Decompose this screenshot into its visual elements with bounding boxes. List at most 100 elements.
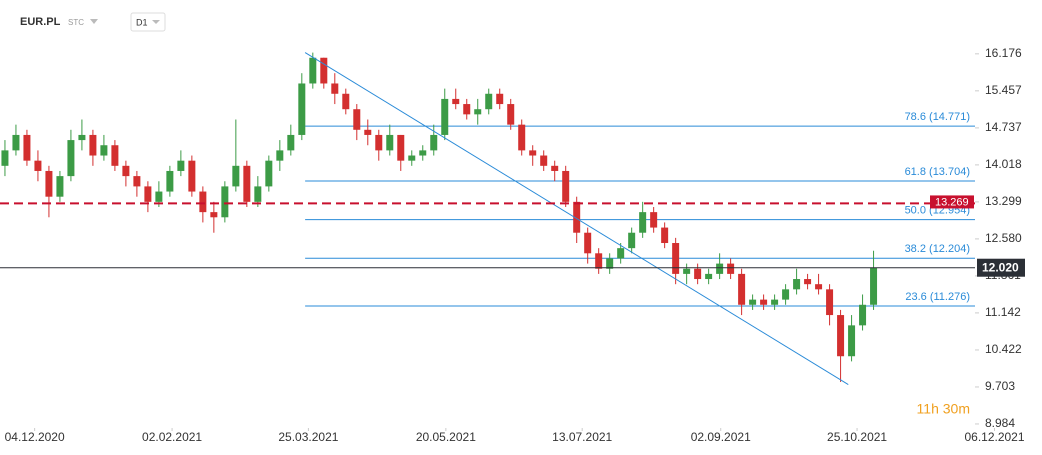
x-tick-label: 02.09.2021	[691, 430, 751, 444]
candle-body	[144, 186, 152, 202]
candle-body	[848, 325, 856, 357]
candle-body	[12, 134, 20, 151]
candle-body	[199, 191, 207, 213]
candle-body	[386, 134, 394, 151]
candle-body	[551, 165, 559, 171]
candle-body	[254, 186, 262, 202]
candle-body	[705, 273, 713, 280]
candle-body	[320, 57, 328, 84]
y-tick-label: 15.457	[985, 83, 1022, 97]
y-tick-label: 13.299	[985, 194, 1022, 208]
fib-label: 78.6 (14.771)	[905, 111, 970, 123]
candle-body	[584, 232, 592, 254]
candle-body	[507, 104, 515, 125]
candle-body	[287, 134, 295, 151]
candle-body	[353, 109, 361, 130]
candle-body	[782, 289, 790, 300]
candle-body	[408, 155, 416, 161]
candle-body	[331, 83, 339, 94]
y-tick-label: 10.422	[985, 342, 1022, 356]
y-tick-label: 14.018	[985, 157, 1022, 171]
y-tick-label: 12.580	[985, 231, 1022, 245]
trendline	[304, 52, 849, 385]
market: STC	[68, 18, 84, 27]
overlay: 8.9849.70310.42211.14211.86112.58013.299…	[5, 46, 1025, 444]
countdown: 11h 30m	[917, 401, 970, 417]
candle-body	[573, 201, 581, 233]
candle-body	[617, 248, 625, 259]
candle-body	[496, 93, 504, 105]
candle-body	[837, 315, 845, 357]
candle-body	[826, 289, 834, 316]
candle-body	[221, 186, 229, 218]
x-tick-label: 04.12.2020	[5, 430, 65, 444]
candle-body	[529, 150, 537, 156]
candle-body	[430, 134, 438, 151]
price-label-box	[977, 258, 1025, 277]
candle-body	[298, 83, 306, 135]
y-tick-label: 8.984	[985, 416, 1015, 430]
dropdown-caret[interactable]	[90, 19, 98, 24]
candle-body	[771, 299, 779, 305]
candle-body	[188, 160, 196, 192]
candle-body	[562, 170, 570, 202]
candle-body	[859, 304, 867, 326]
candle-body	[727, 263, 735, 274]
fib-label: 61.8 (13.704)	[905, 166, 970, 178]
fib-label: 23.6 (11.276)	[905, 291, 970, 303]
candle-body	[100, 145, 108, 156]
x-tick-label: 25.03.2021	[278, 430, 338, 444]
x-tick-label: 06.12.2021	[964, 430, 1024, 444]
candle-body	[419, 150, 427, 156]
interval: D1	[136, 17, 148, 27]
price-label-box	[930, 195, 974, 209]
candle-body	[518, 124, 526, 151]
candle-body	[606, 258, 614, 269]
candle-body	[67, 140, 75, 177]
candle-body	[45, 170, 53, 197]
candle-body	[89, 134, 97, 156]
symbol: EUR.PL	[20, 16, 61, 28]
candle-body	[694, 268, 702, 280]
y-tick-label: 14.737	[985, 120, 1022, 134]
candle-body	[870, 267, 878, 305]
candle-body	[133, 176, 141, 187]
candle-body	[342, 93, 350, 110]
fib-label: 38.2 (12.204)	[905, 243, 970, 255]
candle-body	[650, 212, 658, 228]
y-tick-label: 9.703	[985, 379, 1015, 393]
candle-body	[452, 98, 460, 105]
candle-body	[364, 129, 372, 135]
candle-body	[177, 160, 185, 171]
candle-body	[397, 134, 405, 161]
candle-body	[309, 57, 317, 84]
candle-body	[23, 134, 31, 161]
candle-body	[441, 98, 449, 135]
candle-body	[540, 155, 548, 166]
candle-body	[56, 176, 64, 197]
candle-body	[375, 134, 383, 151]
x-tick-label: 13.07.2021	[552, 430, 612, 444]
candle-body	[485, 93, 493, 110]
price-label: 13.269	[935, 196, 969, 208]
interval-select[interactable]	[130, 12, 166, 32]
candle-body	[595, 253, 603, 269]
candle-body	[155, 191, 163, 202]
candle-body	[111, 145, 119, 166]
candle-body	[628, 232, 636, 249]
candle-body	[683, 268, 691, 274]
candle-body	[672, 243, 680, 274]
candle-body	[265, 160, 273, 187]
candle-body	[804, 279, 812, 285]
y-tick-label: 11.142	[985, 305, 1021, 319]
x-tick-label: 20.05.2021	[416, 430, 476, 444]
candle-body	[815, 284, 823, 290]
x-tick-label: 02.02.2021	[142, 430, 202, 444]
y-tick-label: 16.176	[985, 46, 1022, 60]
candle-body	[474, 109, 482, 115]
candle-body	[716, 263, 724, 274]
plot	[0, 52, 975, 385]
candle-body	[738, 273, 746, 305]
price-label: 12.020	[982, 260, 1019, 274]
